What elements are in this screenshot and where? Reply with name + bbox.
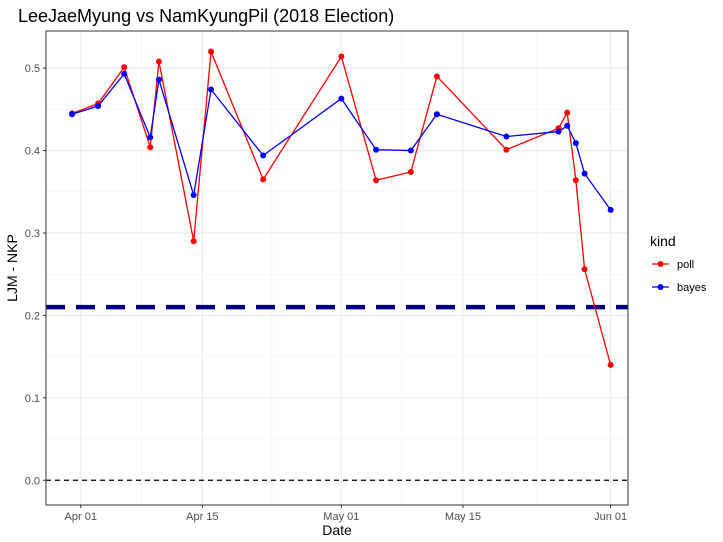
chart-title: LeeJaeMyung vs NamKyungPil (2018 Electio… [18,6,394,26]
data-point-poll [260,176,267,183]
y-tick-label: 0.0 [25,475,40,487]
legend-key-point-poll [657,261,664,267]
data-point-bayes [69,111,76,118]
legend-key-point-bayes [657,284,664,290]
data-point-poll [147,144,154,151]
legend-label-bayes: bayes [677,282,707,294]
plot-background [46,31,628,505]
series-line-bayes [71,72,612,211]
x-tick-label: May 01 [323,511,359,523]
data-point-bayes [338,95,345,102]
y-axis-title: LJM - NKP [4,234,20,302]
y-tick-label: 0.2 [25,310,40,322]
data-point-bayes [147,134,154,141]
y-tick-label: 0.4 [25,146,40,158]
data-point-bayes [581,170,588,177]
data-point-bayes [503,133,510,140]
data-point-bayes [208,86,215,93]
data-point-poll [581,266,588,273]
data-point-bayes [373,146,380,153]
legend-title: kind [650,233,676,249]
data-point-poll [564,109,571,116]
y-tick-label: 0.1 [25,393,40,405]
data-point-bayes [121,70,128,77]
data-point-bayes [260,152,267,159]
data-point-bayes [564,122,571,129]
data-point-bayes [190,192,197,199]
data-point-poll [155,58,162,65]
data-point-poll [607,361,614,368]
x-tick-label: Apr 01 [65,511,97,523]
legend-label-poll: poll [677,259,694,271]
data-point-poll [407,168,414,175]
data-point-poll [121,64,128,71]
data-point-bayes [95,103,102,110]
data-point-poll [338,53,345,60]
x-tick-label: Jun 01 [594,511,627,523]
data-point-bayes [433,111,440,118]
data-point-poll [190,238,197,245]
x-tick-label: May 15 [445,511,481,523]
data-point-poll [572,177,579,184]
data-point-poll [208,48,215,55]
data-point-bayes [607,206,614,213]
data-point-bayes [155,76,162,83]
data-point-poll [503,146,510,153]
y-tick-label: 0.5 [25,63,40,75]
data-point-bayes [407,147,414,154]
plot-area: 0.0 0.1 0.2 0.3 0.4 0.5 Apr 01 Apr 15 May 01 May … [25,30,629,523]
y-tick-label: 0.3 [25,228,40,240]
plot-border [45,30,629,506]
x-tick-label: Apr 15 [186,511,218,523]
data-point-poll [433,73,440,80]
data-point-bayes [572,140,579,147]
data-point-bayes [555,128,562,135]
x-axis-title: Date [322,522,352,538]
data-point-poll [373,177,380,184]
